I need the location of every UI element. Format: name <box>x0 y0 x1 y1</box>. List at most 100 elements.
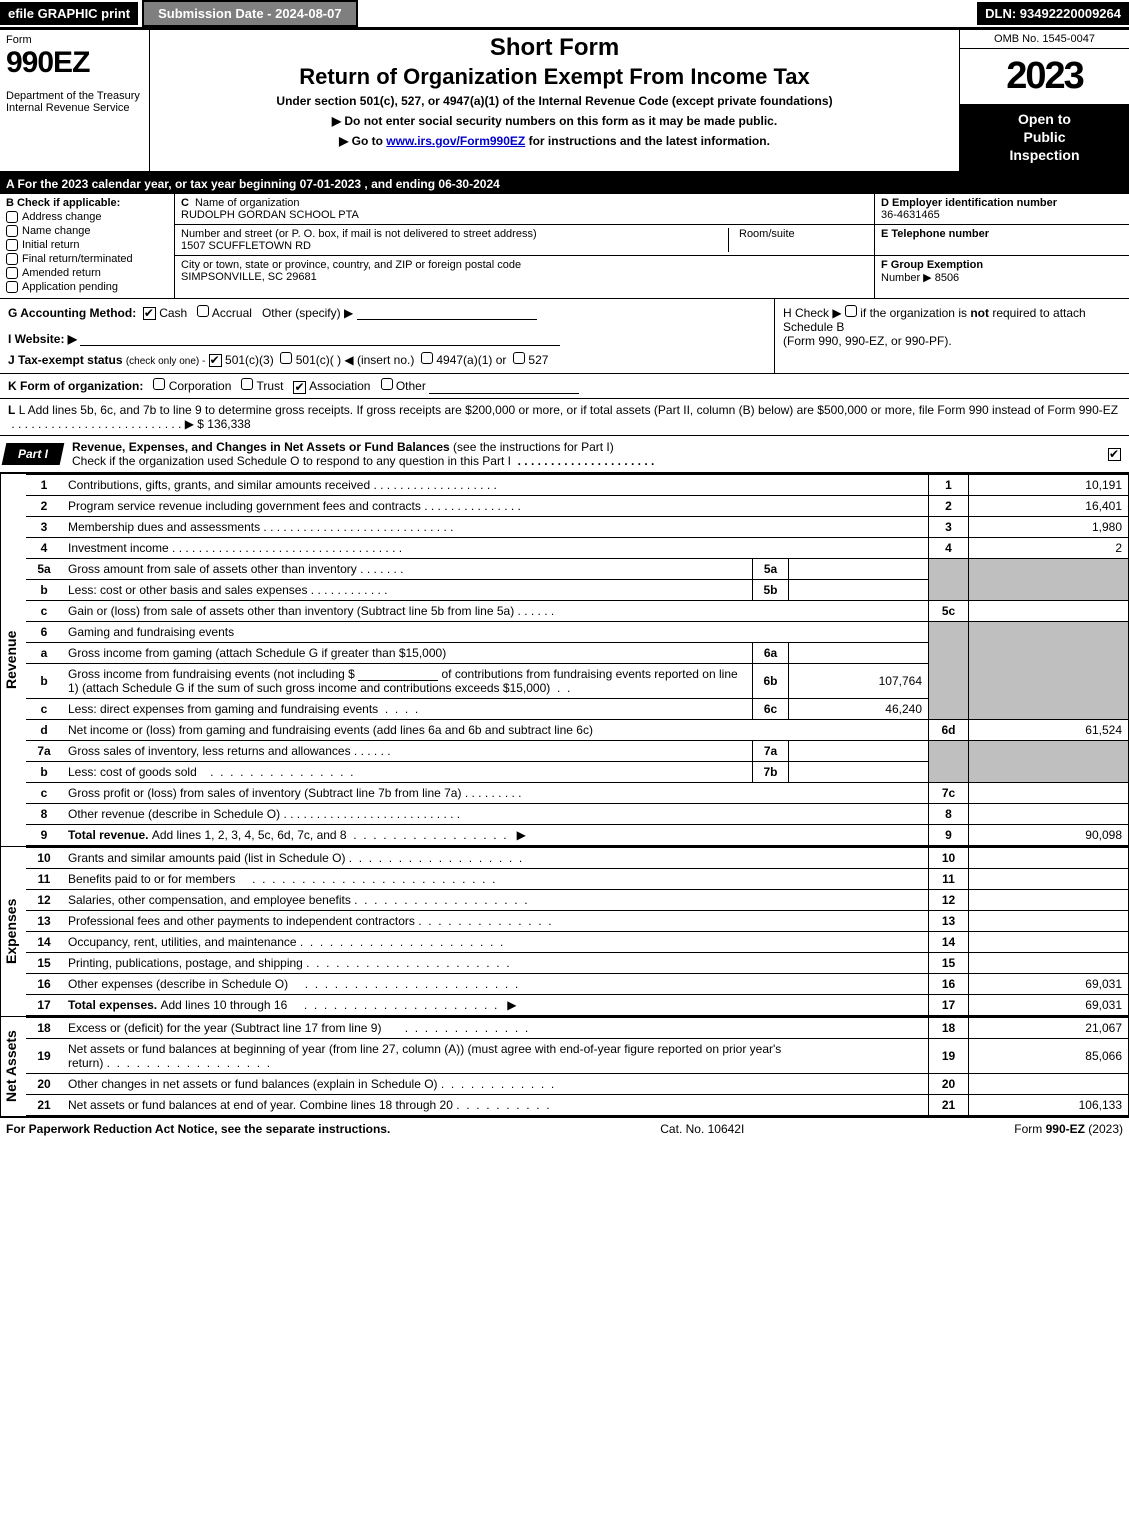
form-of-organization: K Form of organization: Corporation Trus… <box>0 374 1129 398</box>
part-1-schedule-o-check[interactable] <box>1100 442 1129 464</box>
line-6b-amount: 107,764 <box>789 663 929 698</box>
checkbox-icon <box>6 239 18 251</box>
line-19: 19 Net assets or fund balances at beginn… <box>26 1038 1129 1073</box>
checkbox-501c-icon[interactable] <box>280 352 292 364</box>
form-number: 990EZ <box>6 46 143 80</box>
schedule-b-check: H Check ▶ if the organization is not req… <box>774 299 1129 374</box>
checkbox-corporation-icon[interactable] <box>153 378 165 390</box>
checkbox-other-org-icon[interactable] <box>381 378 393 390</box>
net-assets-side-label: Net Assets <box>0 1017 21 1116</box>
phone-row: E Telephone number <box>875 225 1129 256</box>
city-row: City or town, state or province, country… <box>175 256 874 286</box>
row-g-h: G Accounting Method: Cash Accrual Other … <box>0 299 1129 375</box>
check-application-pending[interactable]: Application pending <box>6 281 168 293</box>
instr-no-ssn: ▶ Do not enter social security numbers o… <box>158 114 951 128</box>
website-input[interactable] <box>80 332 560 346</box>
check-address-change[interactable]: Address change <box>6 211 168 223</box>
tax-exempt-status: J Tax-exempt status (check only one) - 5… <box>8 352 766 367</box>
short-form-title: Short Form <box>158 34 951 62</box>
checkbox-501c3-icon[interactable] <box>209 354 222 367</box>
top-bar: efile GRAPHIC print Submission Date - 20… <box>0 0 1129 30</box>
other-specify-input[interactable] <box>357 306 537 320</box>
form-title: Return of Organization Exempt From Incom… <box>158 64 951 90</box>
line-18-amount: 21,067 <box>969 1017 1129 1038</box>
revenue-side-label: Revenue <box>0 474 21 846</box>
line-9-total-revenue: 90,098 <box>969 824 1129 845</box>
line-16-amount: 69,031 <box>969 973 1129 994</box>
checkbox-icon <box>6 267 18 279</box>
check-amended-return[interactable]: Amended return <box>6 267 168 279</box>
line-2-amount: 16,401 <box>969 495 1129 516</box>
net-assets-section: Net Assets 18 Excess or (deficit) for th… <box>0 1016 1129 1116</box>
line-16: 16 Other expenses (describe in Schedule … <box>26 973 1129 994</box>
net-assets-table: 18 Excess or (deficit) for the year (Sub… <box>26 1017 1129 1116</box>
info-row: B Check if applicable: Address change Na… <box>0 194 1129 299</box>
b-header: B Check if applicable: <box>6 197 168 209</box>
irs-link[interactable]: www.irs.gov/Form990EZ <box>386 134 525 148</box>
ein-row: D Employer identification number 36-4631… <box>875 194 1129 225</box>
website-label: I Website: ▶ <box>8 332 77 346</box>
line-2: 2 Program service revenue including gove… <box>26 495 1129 516</box>
line-1-amount: 10,191 <box>969 474 1129 495</box>
street-address: 1507 SCUFFLETOWN RD <box>181 240 311 252</box>
line-19-amount: 85,066 <box>969 1038 1129 1073</box>
line-20: 20 Other changes in net assets or fund b… <box>26 1073 1129 1094</box>
omb-number: OMB No. 1545-0047 <box>960 30 1129 49</box>
checkbox-cash-icon[interactable] <box>143 307 156 320</box>
col-c-org-info: CName of organization RUDOLPH GORDAN SCH… <box>175 194 874 298</box>
gross-receipts-row: L L Add lines 5b, 6c, and 7b to line 9 t… <box>0 399 1129 436</box>
check-name-change[interactable]: Name change <box>6 225 168 237</box>
street-row: Number and street (or P. O. box, if mail… <box>175 225 874 256</box>
line-6d-amount: 61,524 <box>969 719 1129 740</box>
checkbox-527-icon[interactable] <box>513 352 525 364</box>
irs-label: Internal Revenue Service <box>6 102 143 114</box>
room-suite: Room/suite <box>728 228 868 252</box>
checkbox-icon <box>6 281 18 293</box>
line-5c: c Gain or (loss) from sale of assets oth… <box>26 600 1129 621</box>
efile-print-label[interactable]: efile GRAPHIC print <box>0 2 138 25</box>
header-right: OMB No. 1545-0047 2023 Open to Public In… <box>959 30 1129 171</box>
check-initial-return[interactable]: Initial return <box>6 239 168 251</box>
form-subtitle: Under section 501(c), 527, or 4947(a)(1)… <box>158 94 951 108</box>
revenue-table: 1 Contributions, gifts, grants, and simi… <box>26 474 1129 846</box>
accounting-method: G Accounting Method: Cash Accrual Other … <box>0 299 774 374</box>
line-18: 18 Excess or (deficit) for the year (Sub… <box>26 1017 1129 1038</box>
form-header: Form 990EZ Department of the Treasury In… <box>0 30 1129 174</box>
dln-number: DLN: 93492220009264 <box>977 2 1129 25</box>
tax-year: 2023 <box>960 49 1129 104</box>
header-center: Short Form Return of Organization Exempt… <box>150 30 959 171</box>
checkbox-icon <box>6 225 18 237</box>
org-name-row: CName of organization RUDOLPH GORDAN SCH… <box>175 194 874 225</box>
line-4-amount: 2 <box>969 537 1129 558</box>
expenses-side-label: Expenses <box>0 847 21 1016</box>
check-final-return[interactable]: Final return/terminated <box>6 253 168 265</box>
line-21-amount: 106,133 <box>969 1094 1129 1115</box>
other-org-input[interactable] <box>429 380 579 394</box>
line-15: 15 Printing, publications, postage, and … <box>26 952 1129 973</box>
form-label: Form <box>6 34 143 46</box>
checkbox-4947-icon[interactable] <box>421 352 433 364</box>
line-9: 9 Total revenue. Add lines 1, 2, 3, 4, 5… <box>26 824 1129 845</box>
checkbox-schedule-o-icon <box>1108 448 1121 461</box>
col-b-checkboxes: B Check if applicable: Address change Na… <box>0 194 175 298</box>
expenses-section: Expenses 10 Grants and similar amounts p… <box>0 846 1129 1016</box>
checkbox-accrual-icon[interactable] <box>197 305 209 317</box>
line-11: 11 Benefits paid to or for members . . .… <box>26 868 1129 889</box>
line-13: 13 Professional fees and other payments … <box>26 910 1129 931</box>
checkbox-trust-icon[interactable] <box>241 378 253 390</box>
checkbox-association-icon[interactable] <box>293 381 306 394</box>
line-12: 12 Salaries, other compensation, and emp… <box>26 889 1129 910</box>
checkbox-schedule-b-icon[interactable] <box>845 305 857 317</box>
expenses-table: 10 Grants and similar amounts paid (list… <box>26 847 1129 1016</box>
line-8: 8 Other revenue (describe in Schedule O)… <box>26 803 1129 824</box>
checkbox-icon <box>6 253 18 265</box>
line-17-total-expenses: 69,031 <box>969 994 1129 1015</box>
group-exemption-row: F Group Exemption Number ▶ 8506 <box>875 256 1129 287</box>
part-1-label: Part I <box>2 443 65 465</box>
section-a-tax-year: A For the 2023 calendar year, or tax yea… <box>0 174 1129 194</box>
org-name: RUDOLPH GORDAN SCHOOL PTA <box>181 209 359 221</box>
open-inspection: Open to Public Inspection <box>960 104 1129 171</box>
col-d-ids: D Employer identification number 36-4631… <box>874 194 1129 298</box>
city-state-zip: SIMPSONVILLE, SC 29681 <box>181 271 317 283</box>
line-6b-contrib-input[interactable] <box>358 667 438 681</box>
